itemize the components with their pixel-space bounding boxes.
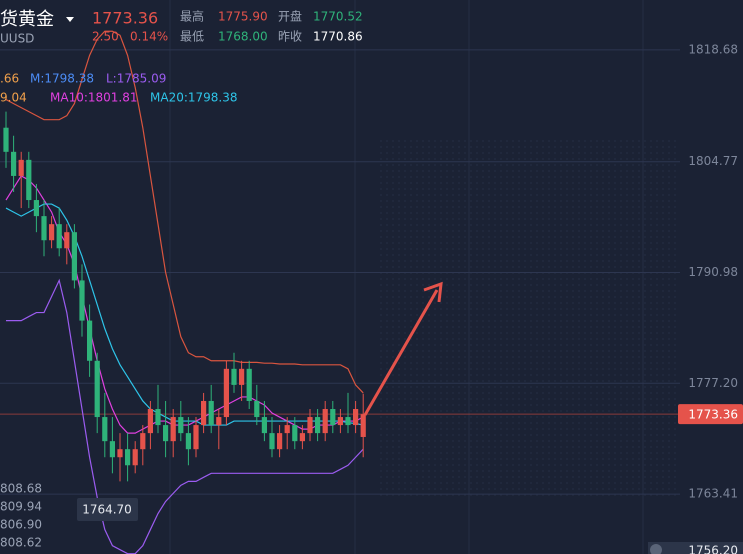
left-label: 809.94: [0, 500, 42, 514]
low-marker-box: [77, 498, 138, 521]
change-pct: 0.14%: [130, 30, 168, 44]
candle-body: [185, 433, 191, 450]
candle-body: [322, 409, 328, 434]
indicator: 9.04: [0, 91, 27, 105]
candle-body: [33, 200, 39, 217]
icon[interactable]: [650, 544, 662, 554]
candle-body: [87, 320, 93, 361]
bottom-box: [648, 542, 743, 554]
stat-label: 最低: [180, 30, 204, 44]
map-texture: [380, 140, 680, 500]
indicator-line: [5, 30, 364, 394]
left-label: 808.68: [0, 482, 42, 496]
subtitle: UUSD: [0, 32, 34, 46]
candle-body: [64, 232, 70, 249]
candle-body: [277, 433, 283, 450]
candle-body: [216, 417, 222, 426]
candle-body: [208, 400, 214, 426]
candle-body: [94, 360, 100, 418]
price: 1773.36: [92, 9, 158, 28]
candle-body: [353, 409, 359, 426]
candle-body: [231, 368, 237, 385]
candle-body: [239, 368, 245, 385]
y-tick-label: 1790.98: [688, 265, 738, 279]
candle-body: [315, 417, 321, 434]
candle-body: [18, 159, 24, 176]
candle-body: [109, 441, 115, 458]
candle-body: [201, 400, 207, 426]
candle-body: [163, 425, 169, 442]
candle-body: [330, 409, 336, 426]
stat-label: 最高: [180, 9, 204, 24]
dropdown[interactable]: [66, 17, 74, 22]
candle-body: [56, 224, 62, 249]
indicator: L:1785.09: [106, 72, 166, 86]
candle-body: [269, 433, 275, 450]
low-marker: 1764.70: [82, 503, 132, 517]
candle-body: [26, 159, 32, 201]
bottom-label: 1756.20: [688, 544, 738, 554]
candle-body: [79, 280, 85, 321]
candle-body: [102, 417, 108, 442]
candle-body: [3, 127, 9, 152]
candle-body: [360, 414, 366, 437]
candle-body: [49, 224, 55, 241]
indicator: MA10:1801.81: [50, 91, 138, 105]
candle-body: [178, 417, 184, 434]
indicator-line: [5, 203, 364, 426]
y-tick-label: 1763.41: [688, 487, 738, 501]
candle-body: [41, 216, 47, 241]
candle-body: [223, 368, 229, 418]
change: 2.50: [92, 30, 119, 44]
candle-body: [155, 409, 161, 426]
last-price-label: 1773.36: [688, 408, 738, 422]
candle-body: [71, 232, 77, 281]
candle-body: [193, 425, 199, 450]
stat-value: 1768.00: [218, 30, 268, 44]
forecast-arrow-head: [423, 281, 443, 303]
y-tick-label: 1777.20: [688, 376, 738, 390]
candle-body: [254, 400, 260, 418]
stat-value: 1775.90: [218, 10, 268, 24]
title: 货黄金: [0, 9, 54, 30]
candle-body: [170, 417, 176, 442]
stat-label: 开盘: [278, 9, 302, 24]
candle-body: [117, 449, 123, 458]
candle-body: [299, 433, 305, 442]
candle-body: [284, 425, 290, 434]
indicator: .66: [0, 72, 19, 86]
candle-body: [147, 409, 153, 434]
forecast-arrow: [363, 289, 439, 416]
candle-body: [132, 449, 138, 466]
indicator: M:1798.38: [30, 72, 94, 86]
candle-body: [140, 433, 146, 450]
indicator: MA20:1798.38: [150, 91, 238, 105]
candle-body: [11, 151, 17, 176]
y-tick-label: 1804.77: [688, 154, 738, 168]
left-label: 808.62: [0, 536, 42, 550]
candle-body: [307, 417, 313, 434]
candle-body: [345, 417, 351, 426]
candle-body: [292, 425, 298, 442]
stat-label: 昨收: [278, 30, 302, 44]
y-tick-label: 1818.68: [688, 42, 738, 56]
candle-body: [261, 417, 267, 434]
candle-body: [337, 417, 343, 426]
stat-value: 1770.52: [313, 10, 363, 24]
candle-body: [125, 449, 131, 466]
candle-body: [246, 368, 252, 401]
left-label: 806.90: [0, 518, 42, 532]
stat-value: 1770.86: [313, 30, 363, 44]
last-price-box: [678, 404, 743, 425]
indicator-line: [6, 278, 364, 554]
